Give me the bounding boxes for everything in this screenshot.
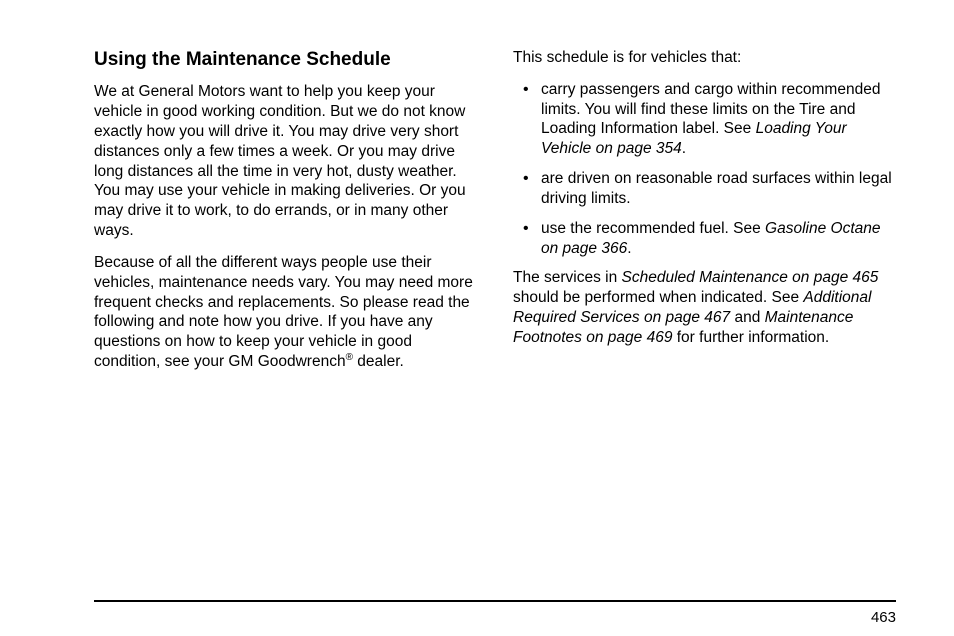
closing-ref-1: Scheduled Maintenance on page 465 — [622, 269, 879, 286]
right-intro: This schedule is for vehicles that: — [513, 48, 896, 68]
section-heading: Using the Maintenance Schedule — [94, 48, 477, 72]
closing-para: The services in Scheduled Maintenance on… — [513, 268, 896, 347]
bullet-1-end: . — [682, 140, 686, 157]
page: Using the Maintenance Schedule We at Gen… — [0, 0, 954, 636]
para-1: We at General Motors want to help you ke… — [94, 82, 477, 241]
footer-rule — [94, 600, 896, 602]
bullet-list: carry passengers and cargo within recomm… — [513, 80, 896, 259]
para-2b: dealer. — [353, 353, 404, 370]
bullet-3: use the recommended fuel. See Gasoline O… — [513, 219, 896, 259]
closing-3: should be performed when indicated. See — [513, 289, 803, 306]
para-2: Because of all the different ways people… — [94, 253, 477, 372]
registered-mark: ® — [346, 352, 353, 363]
right-column: This schedule is for vehicles that: carr… — [513, 48, 896, 384]
closing-7: for further information. — [672, 329, 829, 346]
bullet-3-end: . — [627, 240, 631, 257]
closing-1: The services in — [513, 269, 622, 286]
left-column: Using the Maintenance Schedule We at Gen… — [94, 48, 477, 384]
closing-5: and — [730, 309, 764, 326]
bullet-3-text: use the recommended fuel. See — [541, 220, 765, 237]
bullet-1: carry passengers and cargo within recomm… — [513, 80, 896, 159]
page-number: 463 — [871, 609, 896, 626]
para-2a: Because of all the different ways people… — [94, 254, 473, 370]
columns: Using the Maintenance Schedule We at Gen… — [94, 48, 896, 384]
bullet-2: are driven on reasonable road surfaces w… — [513, 169, 896, 209]
